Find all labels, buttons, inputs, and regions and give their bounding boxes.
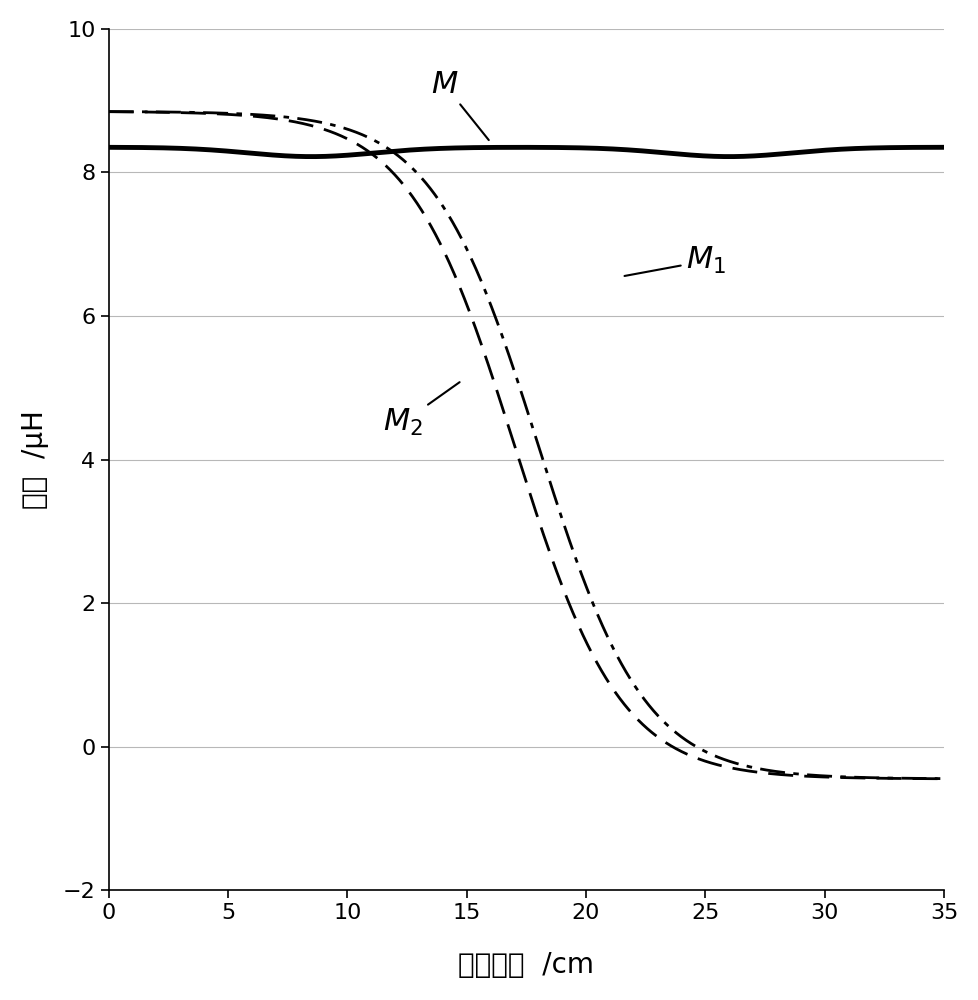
- X-axis label: 行驶距离  /cm: 行驶距离 /cm: [458, 951, 594, 979]
- Text: $M_2$: $M_2$: [382, 382, 459, 438]
- Text: $M_1$: $M_1$: [624, 245, 726, 276]
- Text: $M$: $M$: [430, 70, 488, 140]
- Y-axis label: 互感  /μH: 互感 /μH: [21, 410, 49, 509]
